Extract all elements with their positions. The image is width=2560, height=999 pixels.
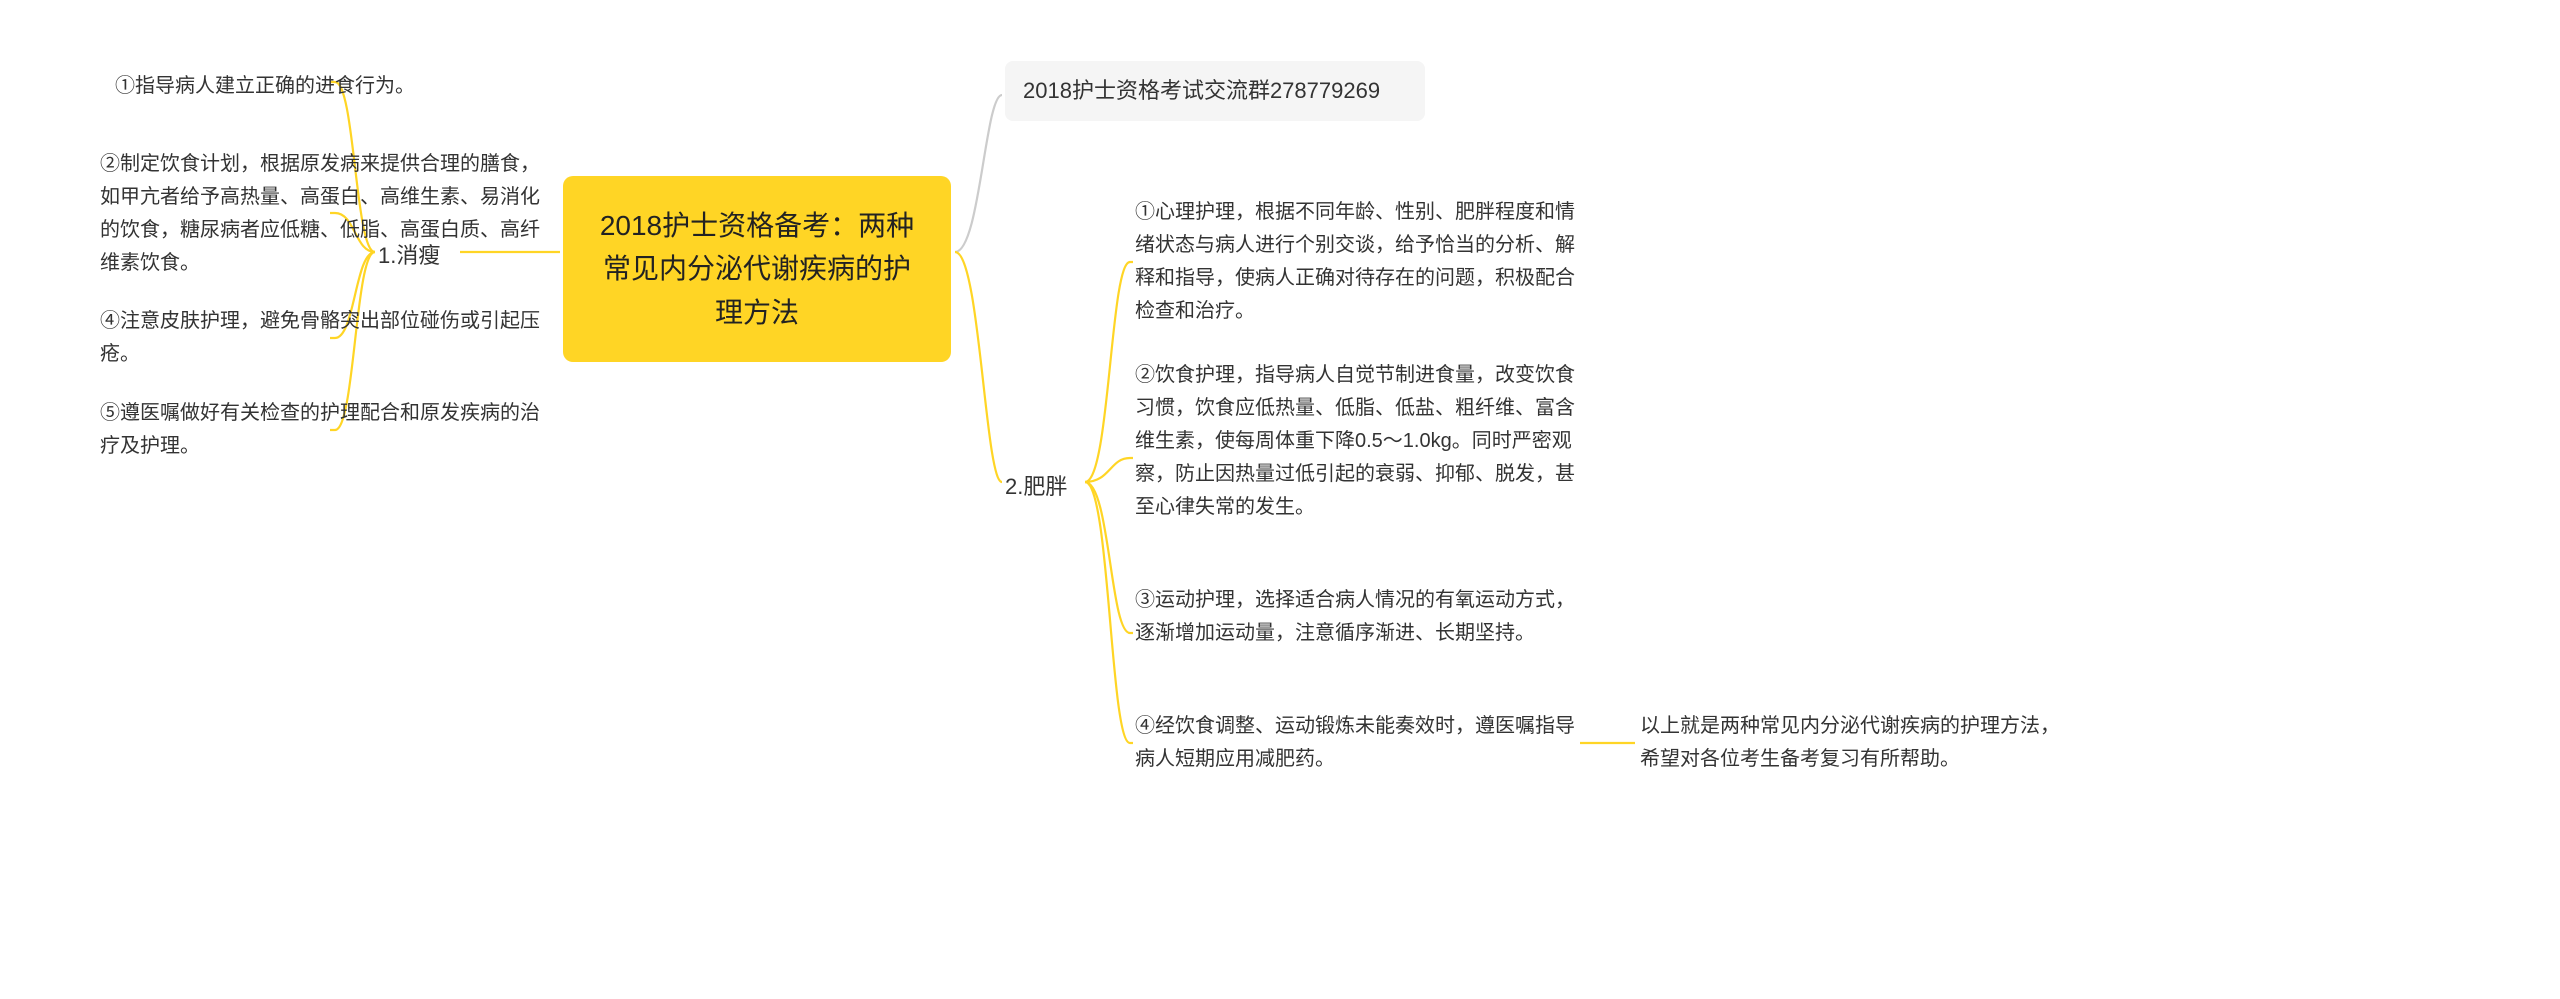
left-leaf-2: ②制定饮食计划，根据原发病来提供合理的膳食，如甲亢者给予高热量、高蛋白、高维生素… [100,148,550,280]
mindmap-root: 2018护士资格备考：两种常见内分泌代谢疾病的护理方法 [563,176,951,362]
left-leaf-4: ⑤遵医嘱做好有关检查的护理配合和原发疾病的治疗及护理。 [100,397,550,463]
branch-right-label-2: 2.肥胖 [1005,469,1067,505]
right-leaf-3: ③运动护理，选择适合病人情况的有氧运动方式，逐渐增加运动量，注意循序渐进、长期坚… [1135,584,1575,650]
branch-right-topic-1: 2018护士资格考试交流群278779269 [1005,61,1425,121]
left-leaf-1: ①指导病人建立正确的进食行为。 [115,70,415,103]
right-leaf-1: ①心理护理，根据不同年龄、性别、肥胖程度和情绪状态与病人进行个别交谈，给予恰当的… [1135,196,1575,328]
right-leaf-4: ④经饮食调整、运动锻炼未能奏效时，遵医嘱指导病人短期应用减肥药。 [1135,710,1575,776]
right-leaf-2: ②饮食护理，指导病人自觉节制进食量，改变饮食习惯，饮食应低热量、低脂、低盐、粗纤… [1135,359,1575,524]
left-leaf-3: ④注意皮肤护理，避免骨骼突出部位碰伤或引起压疮。 [100,305,550,371]
right-leaf-4-child: 以上就是两种常见内分泌代谢疾病的护理方法，希望对各位考生备考复习有所帮助。 [1640,710,2070,776]
